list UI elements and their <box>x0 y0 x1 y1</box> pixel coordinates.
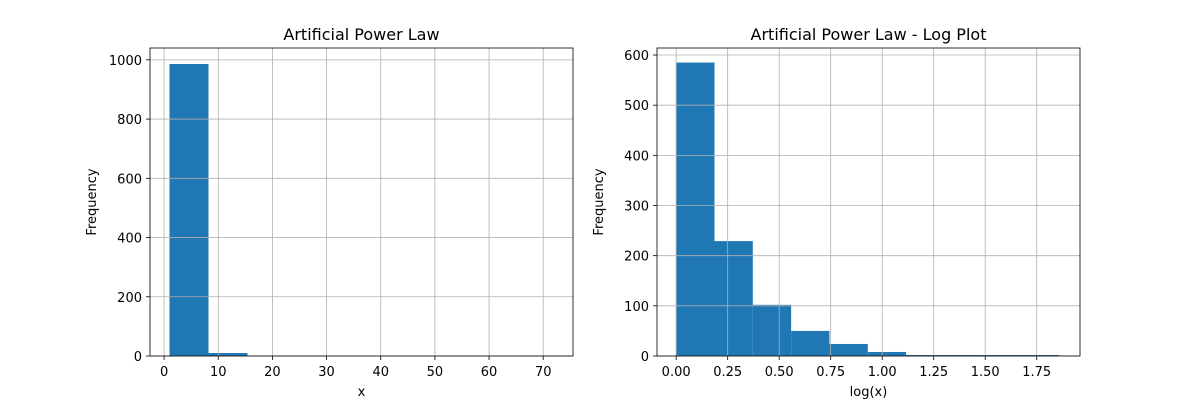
bars <box>169 63 560 356</box>
x-tick-label-1: 0.25 <box>713 365 742 380</box>
y-tick-label-5: 500 <box>624 99 649 114</box>
y-tick-label-0: 0 <box>134 350 142 365</box>
histogram-bar-8 <box>982 354 1022 356</box>
x-tick-label-7: 70 <box>535 365 552 380</box>
histogram-bar-5 <box>867 351 907 356</box>
histogram-panel-linear: Artificial Power Law x Frequency 0 10 20 30… <box>85 25 574 400</box>
x-tick-label-6: 60 <box>481 365 498 380</box>
x-tick-label-4: 40 <box>372 365 389 380</box>
y-tick-label-2: 200 <box>624 250 649 265</box>
y-axis-label: Frequency <box>85 168 100 235</box>
bars <box>676 62 1060 356</box>
histogram-bar-2 <box>752 304 792 356</box>
histogram-bar-3 <box>791 330 830 356</box>
histogram-bar-6 <box>906 354 945 356</box>
x-tick-label-5: 50 <box>427 365 444 380</box>
y-tick-label-1: 200 <box>117 291 142 306</box>
x-axis-label: log(x) <box>850 385 888 400</box>
x-tick-label-2: 20 <box>264 365 281 380</box>
chart-title: Artificial Power Law <box>283 25 439 44</box>
x-tick-label-3: 0.75 <box>816 365 845 380</box>
x-axis-label: x <box>358 385 366 400</box>
histogram-bar-0 <box>676 62 715 356</box>
y-tick-label-5: 1000 <box>109 54 142 69</box>
x-tick-label-2: 0.50 <box>765 365 794 380</box>
y-tick-label-3: 300 <box>624 200 649 215</box>
y-tick-label-4: 800 <box>117 113 142 128</box>
y-tick-label-0: 0 <box>641 350 649 365</box>
histogram-bar-0 <box>169 63 209 356</box>
y-tick-label-1: 100 <box>624 300 649 315</box>
histogram-panel-log: Artificial Power Law - Log Plot log(x) F… <box>592 25 1081 400</box>
x-tick-label-5: 1.25 <box>919 365 948 380</box>
histogram-bar-9 <box>1021 354 1060 356</box>
y-axis-label: Frequency <box>592 168 607 235</box>
histogram-bar-4 <box>829 343 868 356</box>
x-tick-label-6: 1.50 <box>971 365 1000 380</box>
grid <box>150 48 573 357</box>
x-tick-label-3: 30 <box>318 365 335 380</box>
x-tick-label-7: 1.75 <box>1022 365 1051 380</box>
plot-frame <box>656 47 1081 357</box>
histogram-bar-1 <box>714 241 753 356</box>
x-tick-label-0: 0.00 <box>662 365 691 380</box>
histogram-bar-1 <box>208 353 248 356</box>
x-tick-label-0: 0 <box>160 365 168 380</box>
y-tick-label-4: 400 <box>624 149 649 164</box>
x-tick-label-4: 1.00 <box>868 365 897 380</box>
x-tick-label-1: 10 <box>210 365 227 380</box>
plot-frame <box>149 47 574 357</box>
y-tick-label-2: 400 <box>117 232 142 247</box>
histogram-bar-7 <box>944 354 983 356</box>
chart-title: Artificial Power Law - Log Plot <box>751 25 987 44</box>
y-tick-label-6: 600 <box>624 49 649 64</box>
y-tick-label-3: 600 <box>117 172 142 187</box>
